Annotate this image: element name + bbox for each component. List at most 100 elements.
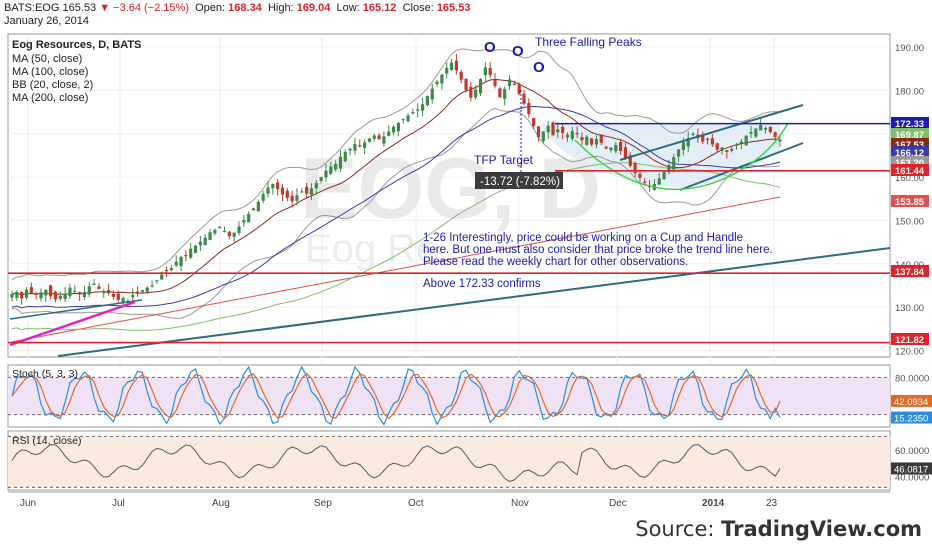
note-line: here. But one must also consider that pr… [423, 244, 773, 256]
candle-body [609, 147, 613, 151]
price-label-value: 172.33 [895, 119, 924, 130]
candle-body [628, 155, 632, 166]
candle-body [203, 237, 207, 246]
candle-body [131, 295, 135, 298]
long-term-trend-line [57, 247, 891, 357]
source-credit[interactable]: Source: TradingView.com [635, 517, 922, 541]
legend-item: MA (100, close) [12, 66, 88, 78]
candle-body [261, 193, 265, 201]
down-arrow-icon: ▼ [99, 2, 111, 14]
x-axis-tick: Nov [511, 498, 529, 509]
ma100-line [11, 162, 781, 331]
candle-body [739, 141, 743, 144]
price-label-badge [891, 195, 929, 207]
measure-box [475, 172, 563, 189]
stoch-value-badge [891, 394, 932, 407]
stoch-value: 42.0934 [894, 397, 928, 408]
candle-body [387, 131, 391, 136]
quote-date: January 26, 2014 [4, 15, 90, 27]
symbol-label[interactable]: BATS:EOG [4, 2, 60, 14]
candle-body [633, 163, 637, 174]
candle-body [691, 133, 695, 135]
price-label-badge [891, 265, 929, 277]
rsi-panel: RSI (14, close) [7, 430, 891, 491]
candle-body [15, 291, 19, 298]
candle-body [416, 109, 420, 111]
rsi-band [8, 436, 890, 488]
candle-body [213, 229, 217, 234]
candle-body [459, 72, 463, 80]
watermark-name: Eog Re [305, 227, 438, 271]
candle-body [411, 112, 415, 114]
candle-body [121, 298, 125, 303]
price-label-value: 137.84 [895, 267, 925, 278]
candle-body [116, 293, 120, 300]
bollinger-lower-band [11, 107, 781, 320]
x-axis-tick: 23 [766, 498, 778, 509]
peak-marker: O [484, 39, 496, 56]
candle-body [150, 285, 154, 287]
source-prefix: Source: [635, 517, 722, 541]
price-label-badge [891, 146, 929, 158]
candle-body [82, 291, 87, 298]
candle-body [237, 226, 241, 234]
confirm-note: Above 172.33 confirms [423, 278, 541, 290]
x-axis-tick: Jul [112, 498, 125, 509]
candle-body [749, 131, 753, 134]
tradingview-logo-text: TradingView.com [721, 517, 922, 541]
candle-body [193, 245, 198, 254]
candle-body [686, 138, 690, 147]
stoch-band [8, 377, 890, 415]
candle-body [343, 151, 347, 162]
candle-body [140, 290, 145, 292]
candle-body [725, 150, 729, 152]
candle-body [522, 93, 526, 104]
high-label: High: [267, 2, 294, 14]
candles [10, 53, 782, 308]
x-axis-tick: 2014 [702, 498, 725, 509]
price-label-badge [891, 117, 929, 129]
stoch-panel: Stoch (5, 3, 3) [7, 364, 891, 428]
x-axis-tick: Oct [408, 498, 424, 509]
x-axis-tick: Jun [20, 498, 36, 509]
candle-body [546, 125, 550, 133]
candle-body [227, 231, 231, 237]
candle-body [594, 138, 599, 145]
candle-body [367, 138, 372, 142]
candle-body [425, 95, 429, 106]
candle-body [29, 287, 33, 294]
candle-body [309, 188, 314, 195]
candle-body [169, 268, 173, 271]
candle-body [63, 293, 67, 300]
candle-body [517, 84, 521, 94]
ma50-line [11, 105, 781, 309]
price-label-value: 153.85 [895, 197, 925, 208]
candle-body [551, 122, 555, 136]
note-line: 1-26 Interestingly, price could be worki… [423, 232, 743, 244]
legend-title: Eog Resources, D, BATS [12, 39, 141, 51]
candle-body [406, 115, 410, 122]
candle-body [445, 67, 449, 74]
legend-item: MA (50, close) [12, 53, 82, 65]
price-label-value: 166.12 [895, 148, 924, 159]
candle-body [536, 126, 541, 138]
candle-body [541, 131, 545, 142]
candle-body [570, 131, 574, 139]
candle-body [672, 157, 676, 170]
candle-body [305, 186, 309, 194]
tfp-target-label: TFP Target [474, 153, 534, 167]
low-label: Low: [336, 2, 360, 14]
candle-body [280, 187, 285, 195]
price-label-value: 161.44 [895, 166, 925, 177]
symbol-quote-line: BATS:EOG 165.53 ▼ −3.64 (−2.15%) Open: 1… [4, 2, 470, 14]
rsi-axis-tick: 40.0000 [895, 473, 929, 484]
candle-body [232, 232, 236, 237]
last-price: 165.53 [62, 2, 97, 14]
candle-body [420, 104, 425, 111]
candle-body [565, 134, 570, 138]
candle-body [198, 241, 202, 246]
axes: 190.00180.00170.00160.00150.00140.00130.… [8, 43, 932, 509]
candle-body [483, 67, 487, 76]
candle-body [599, 134, 603, 143]
